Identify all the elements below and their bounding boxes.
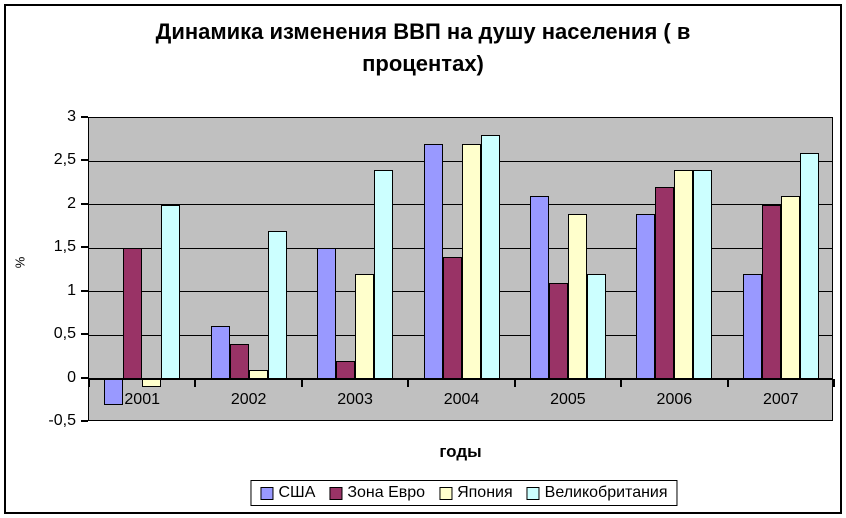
x-axis-tick — [833, 378, 835, 387]
bar-Великобритания-2006 — [693, 170, 713, 379]
legend-swatch — [526, 486, 540, 500]
legend-item-Великобритания: Великобритания — [526, 484, 668, 502]
bar-Великобритания-2003 — [374, 170, 394, 379]
legend-label: Зона Евро — [347, 484, 426, 501]
chart-title: Динамика изменения ВВП на душу населения… — [0, 16, 846, 80]
y-tick-mark — [81, 420, 88, 422]
legend-item-Япония: Япония — [439, 484, 513, 502]
bar-Япония-2002 — [248, 369, 268, 379]
chart-title-text: Динамика изменения ВВП на душу населения… — [155, 19, 691, 76]
legend-item-США: США — [260, 484, 315, 502]
x-axis-tick — [300, 378, 303, 387]
gridline — [89, 247, 832, 249]
x-tick-label: 2003 — [337, 390, 373, 408]
bar-Япония-2001 — [142, 378, 162, 388]
bar-Япония-2005 — [567, 213, 587, 379]
bar-Великобритания-2007 — [799, 152, 819, 379]
bar-Япония-2006 — [674, 170, 694, 379]
y-tick-mark — [81, 376, 88, 379]
bar-Великобритания-2001 — [161, 204, 181, 379]
x-axis-tick — [513, 378, 516, 387]
bar-США-2001 — [104, 378, 124, 405]
x-axis-tick — [620, 378, 623, 387]
legend-swatch — [329, 486, 343, 500]
y-tick-mark — [81, 159, 88, 162]
legend-swatch — [439, 486, 453, 500]
gridline — [89, 204, 832, 206]
x-axis-tick — [194, 378, 197, 387]
bar-Великобритания-2004 — [480, 135, 500, 379]
x-tick-label: 2006 — [656, 390, 693, 408]
x-axis-title: годы — [439, 442, 482, 461]
x-tick-label: 2007 — [762, 390, 799, 408]
y-tick-label: -0,5 — [48, 412, 76, 429]
bar-США-2005 — [529, 196, 549, 379]
plot-area[interactable]: 2001 2002 2003 2004 2005 2006 2007 — [88, 117, 835, 421]
bar-Зона Евро-2004 — [442, 256, 462, 379]
x-tick-label: 2001 — [124, 390, 160, 408]
x-axis-tick — [88, 378, 90, 387]
bar-Зона Евро-2007 — [761, 204, 781, 379]
bar-Япония-2003 — [355, 274, 375, 379]
bar-Великобритания-2005 — [586, 274, 606, 379]
y-tick-mark — [81, 116, 88, 118]
bar-Япония-2004 — [461, 144, 481, 379]
y-tick-label: 2,5 — [53, 151, 76, 169]
bar-Зона Евро-2002 — [229, 343, 249, 379]
bar-Япония-2007 — [780, 196, 800, 379]
y-tick-label: 1,5 — [53, 238, 76, 256]
bar-США-2002 — [210, 326, 230, 379]
bar-Зона Евро-2005 — [548, 283, 568, 379]
legend-swatch — [260, 486, 274, 500]
y-tick-mark — [81, 246, 88, 249]
bar-США-2004 — [423, 144, 443, 379]
y-tick-label: 0,5 — [53, 325, 76, 343]
bar-Зона Евро-2006 — [655, 187, 675, 379]
bar-Зона Евро-2001 — [123, 248, 143, 379]
legend: США Зона Евро Япония Великобритания — [250, 480, 678, 506]
x-axis-tick — [726, 378, 729, 387]
bar-Зона Евро-2003 — [336, 361, 356, 379]
bar-США-2003 — [317, 248, 337, 379]
y-tick-label: 2 — [67, 194, 76, 212]
legend-label: Великобритания — [544, 484, 668, 501]
y-tick-mark — [81, 289, 88, 292]
y-tick-label: 3 — [67, 108, 76, 125]
x-tick-label: 2004 — [443, 390, 480, 408]
x-axis-tick — [407, 378, 410, 387]
legend-item-Зона Евро: Зона Евро — [329, 484, 425, 502]
x-tick-label: 2005 — [550, 390, 586, 408]
x-axis-line — [89, 377, 832, 380]
x-tick-label: 2002 — [230, 390, 267, 408]
gridline — [89, 160, 832, 162]
bar-США-2006 — [636, 213, 656, 379]
legend-label: Япония — [457, 484, 513, 501]
y-tick-mark — [81, 333, 88, 336]
bar-США-2007 — [742, 274, 762, 379]
y-tick-label: 1 — [67, 281, 76, 299]
y-tick-label: 0 — [67, 368, 76, 386]
y-tick-mark — [81, 202, 88, 205]
y-axis-title: % — [12, 256, 28, 269]
legend-label: США — [278, 484, 316, 501]
bar-Великобритания-2002 — [267, 230, 287, 379]
